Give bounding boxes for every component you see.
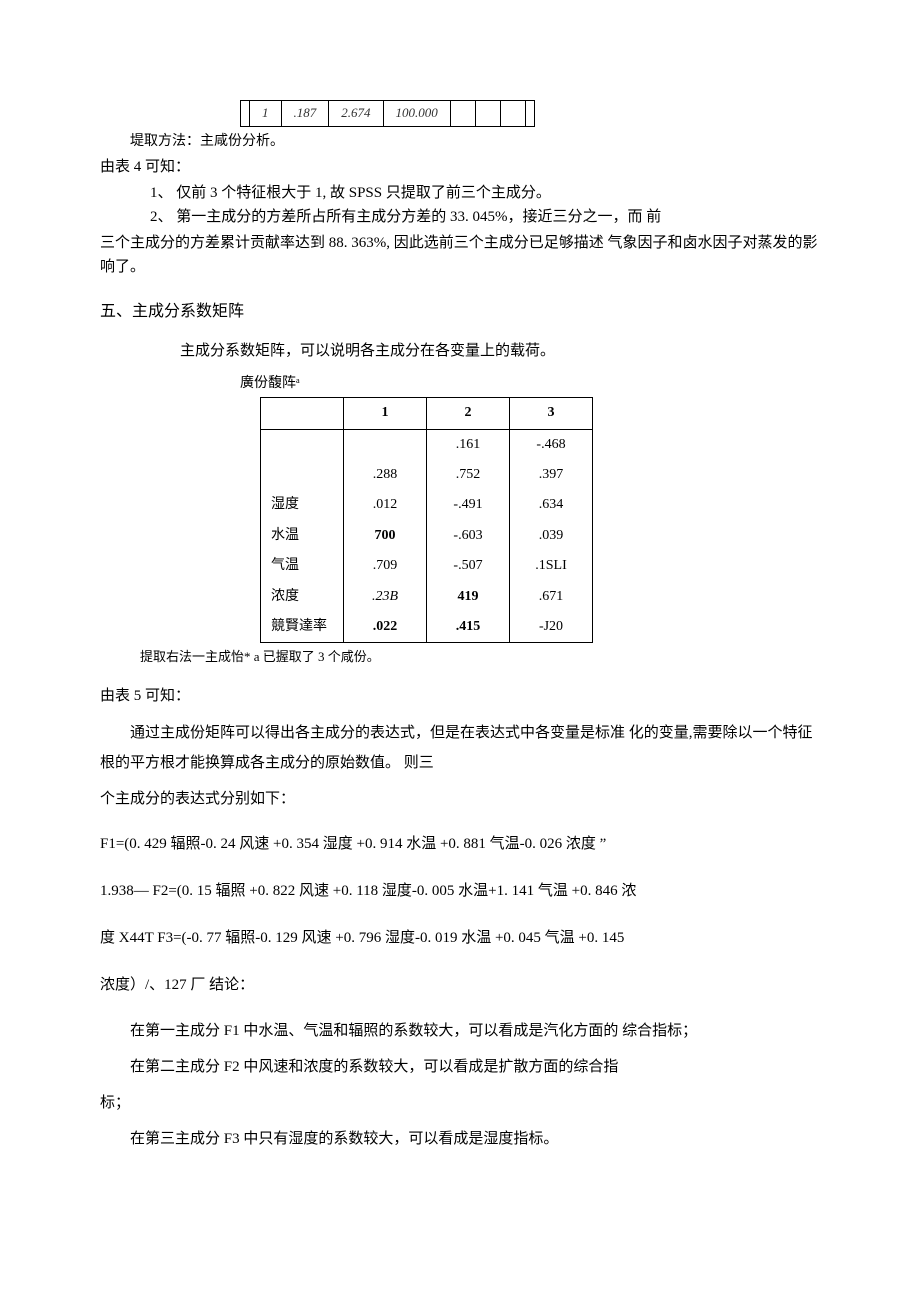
cell: 700 bbox=[344, 521, 427, 551]
table5-intro: 由表 5 可知： bbox=[100, 684, 820, 708]
formula-f3a: 度 X44T F3=(-0. 77 辐照-0. 129 风速 +0. 796 湿… bbox=[100, 922, 820, 955]
conclusion-2b: 标； bbox=[100, 1088, 820, 1118]
cell: .187 bbox=[281, 101, 329, 127]
cell: 100.000 bbox=[383, 101, 450, 127]
row-label: 水温 bbox=[261, 521, 344, 551]
formula-f1: F1=(0. 429 辐照-0. 24 风速 +0. 354 湿度 +0. 91… bbox=[100, 828, 820, 861]
cell: .022 bbox=[344, 612, 427, 643]
cell bbox=[344, 429, 427, 460]
cell: -.468 bbox=[510, 429, 593, 460]
cell: 1 bbox=[250, 101, 282, 127]
table-header-row: 1 2 3 bbox=[261, 398, 593, 429]
cell: .012 bbox=[344, 490, 427, 520]
row-label: 湿度 bbox=[261, 490, 344, 520]
cell bbox=[475, 101, 500, 127]
row-label: 气温 bbox=[261, 551, 344, 581]
list-item-1: 1、 仅前 3 个特征根大于 1, 故 SPSS 只提取了前三个主成分。 bbox=[150, 181, 860, 205]
component-matrix-table: 1 2 3 .161 -.468 .288 .752 .397 湿度 .012 … bbox=[260, 397, 593, 643]
explanation-paragraph: 通过主成份矩阵可以得出各主成分的表达式，但是在表达式中各变量是标准 化的变量,需… bbox=[100, 718, 820, 814]
cell: .397 bbox=[510, 460, 593, 490]
cell bbox=[450, 101, 475, 127]
cell: -J20 bbox=[510, 612, 593, 643]
para-line: 通过主成份矩阵可以得出各主成分的表达式，但是在表达式中各变量是标准 化的变量,需… bbox=[100, 718, 820, 778]
conclusion-block: 在第一主成分 F1 中水温、气温和辐照的系数较大，可以看成是汽化方面的 综合指标… bbox=[100, 1016, 820, 1154]
header-cell: 1 bbox=[344, 398, 427, 429]
top-variance-table-fragment: 1 .187 2.674 100.000 bbox=[240, 100, 535, 127]
table4-intro: 由表 4 可知： bbox=[100, 155, 820, 179]
table-row: 水温 700 -.603 .039 bbox=[261, 521, 593, 551]
header-cell: 3 bbox=[510, 398, 593, 429]
row-label: 浓度 bbox=[261, 582, 344, 612]
cell: .709 bbox=[344, 551, 427, 581]
table-row: 气温 .709 -.507 .1SLI bbox=[261, 551, 593, 581]
cell: .23B bbox=[344, 582, 427, 612]
matrix-footnote: 提取右法一主成怡* a 已握取了 3 个咸份。 bbox=[140, 647, 860, 668]
cell: .671 bbox=[510, 582, 593, 612]
cell: .161 bbox=[427, 429, 510, 460]
cell: 2.674 bbox=[329, 101, 383, 127]
matrix-caption: 廣份馥阵ᵃ bbox=[240, 373, 860, 395]
cell bbox=[500, 101, 525, 127]
cell: .1SLI bbox=[510, 551, 593, 581]
table-row: 湿度 .012 -.491 .634 bbox=[261, 490, 593, 520]
table-row: 浓度 .23B 419 .671 bbox=[261, 582, 593, 612]
row-label bbox=[261, 429, 344, 460]
cell: .634 bbox=[510, 490, 593, 520]
cell: .288 bbox=[344, 460, 427, 490]
header-cell: 2 bbox=[427, 398, 510, 429]
header-cell bbox=[261, 398, 344, 429]
list-item-2a: 2、 第一主成分的方差所占所有主成分方差的 33. 045%，接近三分之一，而 … bbox=[150, 205, 860, 229]
conclusion-2: 在第二主成分 F2 中风速和浓度的系数较大，可以看成是扩散方面的综合指 bbox=[100, 1052, 820, 1082]
conclusion-3: 在第三主成分 F3 中只有湿度的系数较大，可以看成是湿度指标。 bbox=[100, 1124, 820, 1154]
cell: -.491 bbox=[427, 490, 510, 520]
extraction-method-note: 堤取方法：主咸份分析。 bbox=[130, 131, 860, 153]
table-row: 競賢達率 .022 .415 -J20 bbox=[261, 612, 593, 643]
table-row: .161 -.468 bbox=[261, 429, 593, 460]
formula-f3b: 浓度）/、127 厂 结论： bbox=[100, 969, 820, 1002]
cell: .415 bbox=[427, 612, 510, 643]
table-row: .288 .752 .397 bbox=[261, 460, 593, 490]
para-line: 个主成分的表达式分别如下： bbox=[100, 784, 820, 814]
row-label: 競賢達率 bbox=[261, 612, 344, 643]
cell: -.603 bbox=[427, 521, 510, 551]
formula-f2: 1.938— F2=(0. 15 辐照 +0. 822 风速 +0. 118 湿… bbox=[100, 875, 820, 908]
section-5-intro: 主成分系数矩阵，可以说明各主成分在各变量上的载荷。 bbox=[150, 339, 820, 363]
row-label bbox=[261, 460, 344, 490]
cell: .752 bbox=[427, 460, 510, 490]
list-item-2b: 三个主成分的方差累计贡献率达到 88. 363%, 因此选前三个主成分已足够描述… bbox=[100, 231, 820, 279]
cell: .039 bbox=[510, 521, 593, 551]
conclusion-1: 在第一主成分 F1 中水温、气温和辐照的系数较大，可以看成是汽化方面的 综合指标… bbox=[100, 1016, 820, 1046]
section-5-title: 五、主成分系数矩阵 bbox=[100, 299, 820, 325]
table-row: 1 .187 2.674 100.000 bbox=[241, 101, 535, 127]
cell: 419 bbox=[427, 582, 510, 612]
cell: -.507 bbox=[427, 551, 510, 581]
